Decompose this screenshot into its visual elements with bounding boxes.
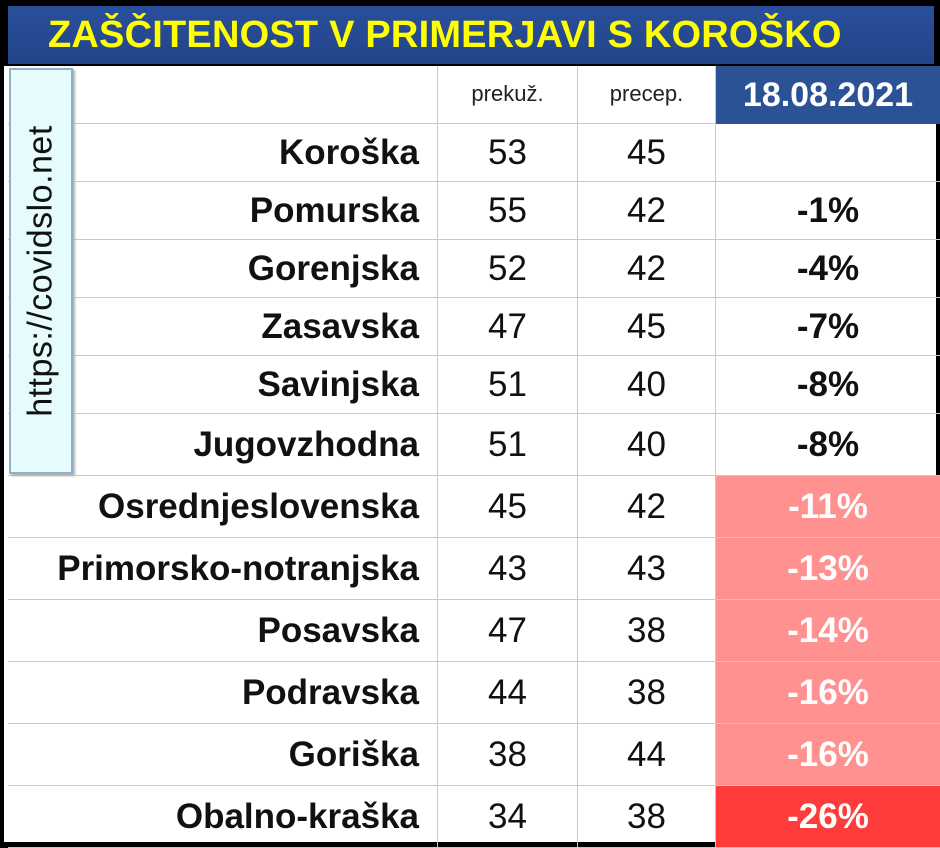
prekuz-value: 43 [437, 538, 577, 600]
precep-value: 44 [577, 724, 715, 786]
precep-value: 38 [577, 786, 715, 848]
prekuz-value: 38 [437, 724, 577, 786]
prekuz-value: 44 [437, 662, 577, 724]
diff-value: -8% [715, 356, 940, 414]
prekuz-value: 55 [437, 182, 577, 240]
precep-value: 42 [577, 476, 715, 538]
prekuz-value: 53 [437, 124, 577, 182]
precep-value: 38 [577, 600, 715, 662]
region-name: Zasavska [8, 298, 437, 356]
region-name: Koroška [8, 124, 437, 182]
region-name: Primorsko-notranjska [8, 538, 437, 600]
prekuz-value: 47 [437, 298, 577, 356]
region-name: Podravska [8, 662, 437, 724]
diff-value: -14% [715, 600, 940, 662]
watermark-url: https://covidslo.net [21, 125, 60, 417]
region-name: Savinjska [8, 356, 437, 414]
diff-value: -16% [715, 724, 940, 786]
precep-value: 45 [577, 298, 715, 356]
region-name: Obalno-kraška [8, 786, 437, 848]
prekuz-value: 52 [437, 240, 577, 298]
prekuz-value: 45 [437, 476, 577, 538]
precep-value: 43 [577, 538, 715, 600]
precep-value: 42 [577, 182, 715, 240]
diff-value: -11% [715, 476, 940, 538]
diff-value: -13% [715, 538, 940, 600]
region-name: Goriška [8, 724, 437, 786]
diff-value: -8% [715, 414, 940, 476]
prekuz-value: 51 [437, 414, 577, 476]
precep-value: 45 [577, 124, 715, 182]
region-name: Gorenjska [8, 240, 437, 298]
diff-value [715, 124, 940, 182]
region-name: Posavska [8, 600, 437, 662]
prekuz-value: 47 [437, 600, 577, 662]
data-table: prekuž. precep. 18.08.2021 Koroška 53 45 Po… [4, 66, 940, 848]
diff-value: -4% [715, 240, 940, 298]
diff-value: -7% [715, 298, 940, 356]
precep-value: 42 [577, 240, 715, 298]
diff-value: -26% [715, 786, 940, 848]
header-prekuz: prekuž. [437, 66, 577, 124]
precep-value: 40 [577, 356, 715, 414]
prekuz-value: 51 [437, 356, 577, 414]
chart-title: ZAŠČITENOST V PRIMERJAVI S KOROŠKO [8, 6, 934, 64]
diff-value: -1% [715, 182, 940, 240]
prekuz-value: 34 [437, 786, 577, 848]
watermark-box: https://covidslo.net [9, 68, 73, 474]
region-name: Jugovzhodna [8, 414, 437, 476]
precep-value: 40 [577, 414, 715, 476]
region-name: Pomurska [8, 182, 437, 240]
header-precep: precep. [577, 66, 715, 124]
precep-value: 38 [577, 662, 715, 724]
region-name: Osrednjeslovenska [8, 476, 437, 538]
diff-value: -16% [715, 662, 940, 724]
header-region [8, 66, 437, 124]
header-date: 18.08.2021 [715, 66, 940, 124]
